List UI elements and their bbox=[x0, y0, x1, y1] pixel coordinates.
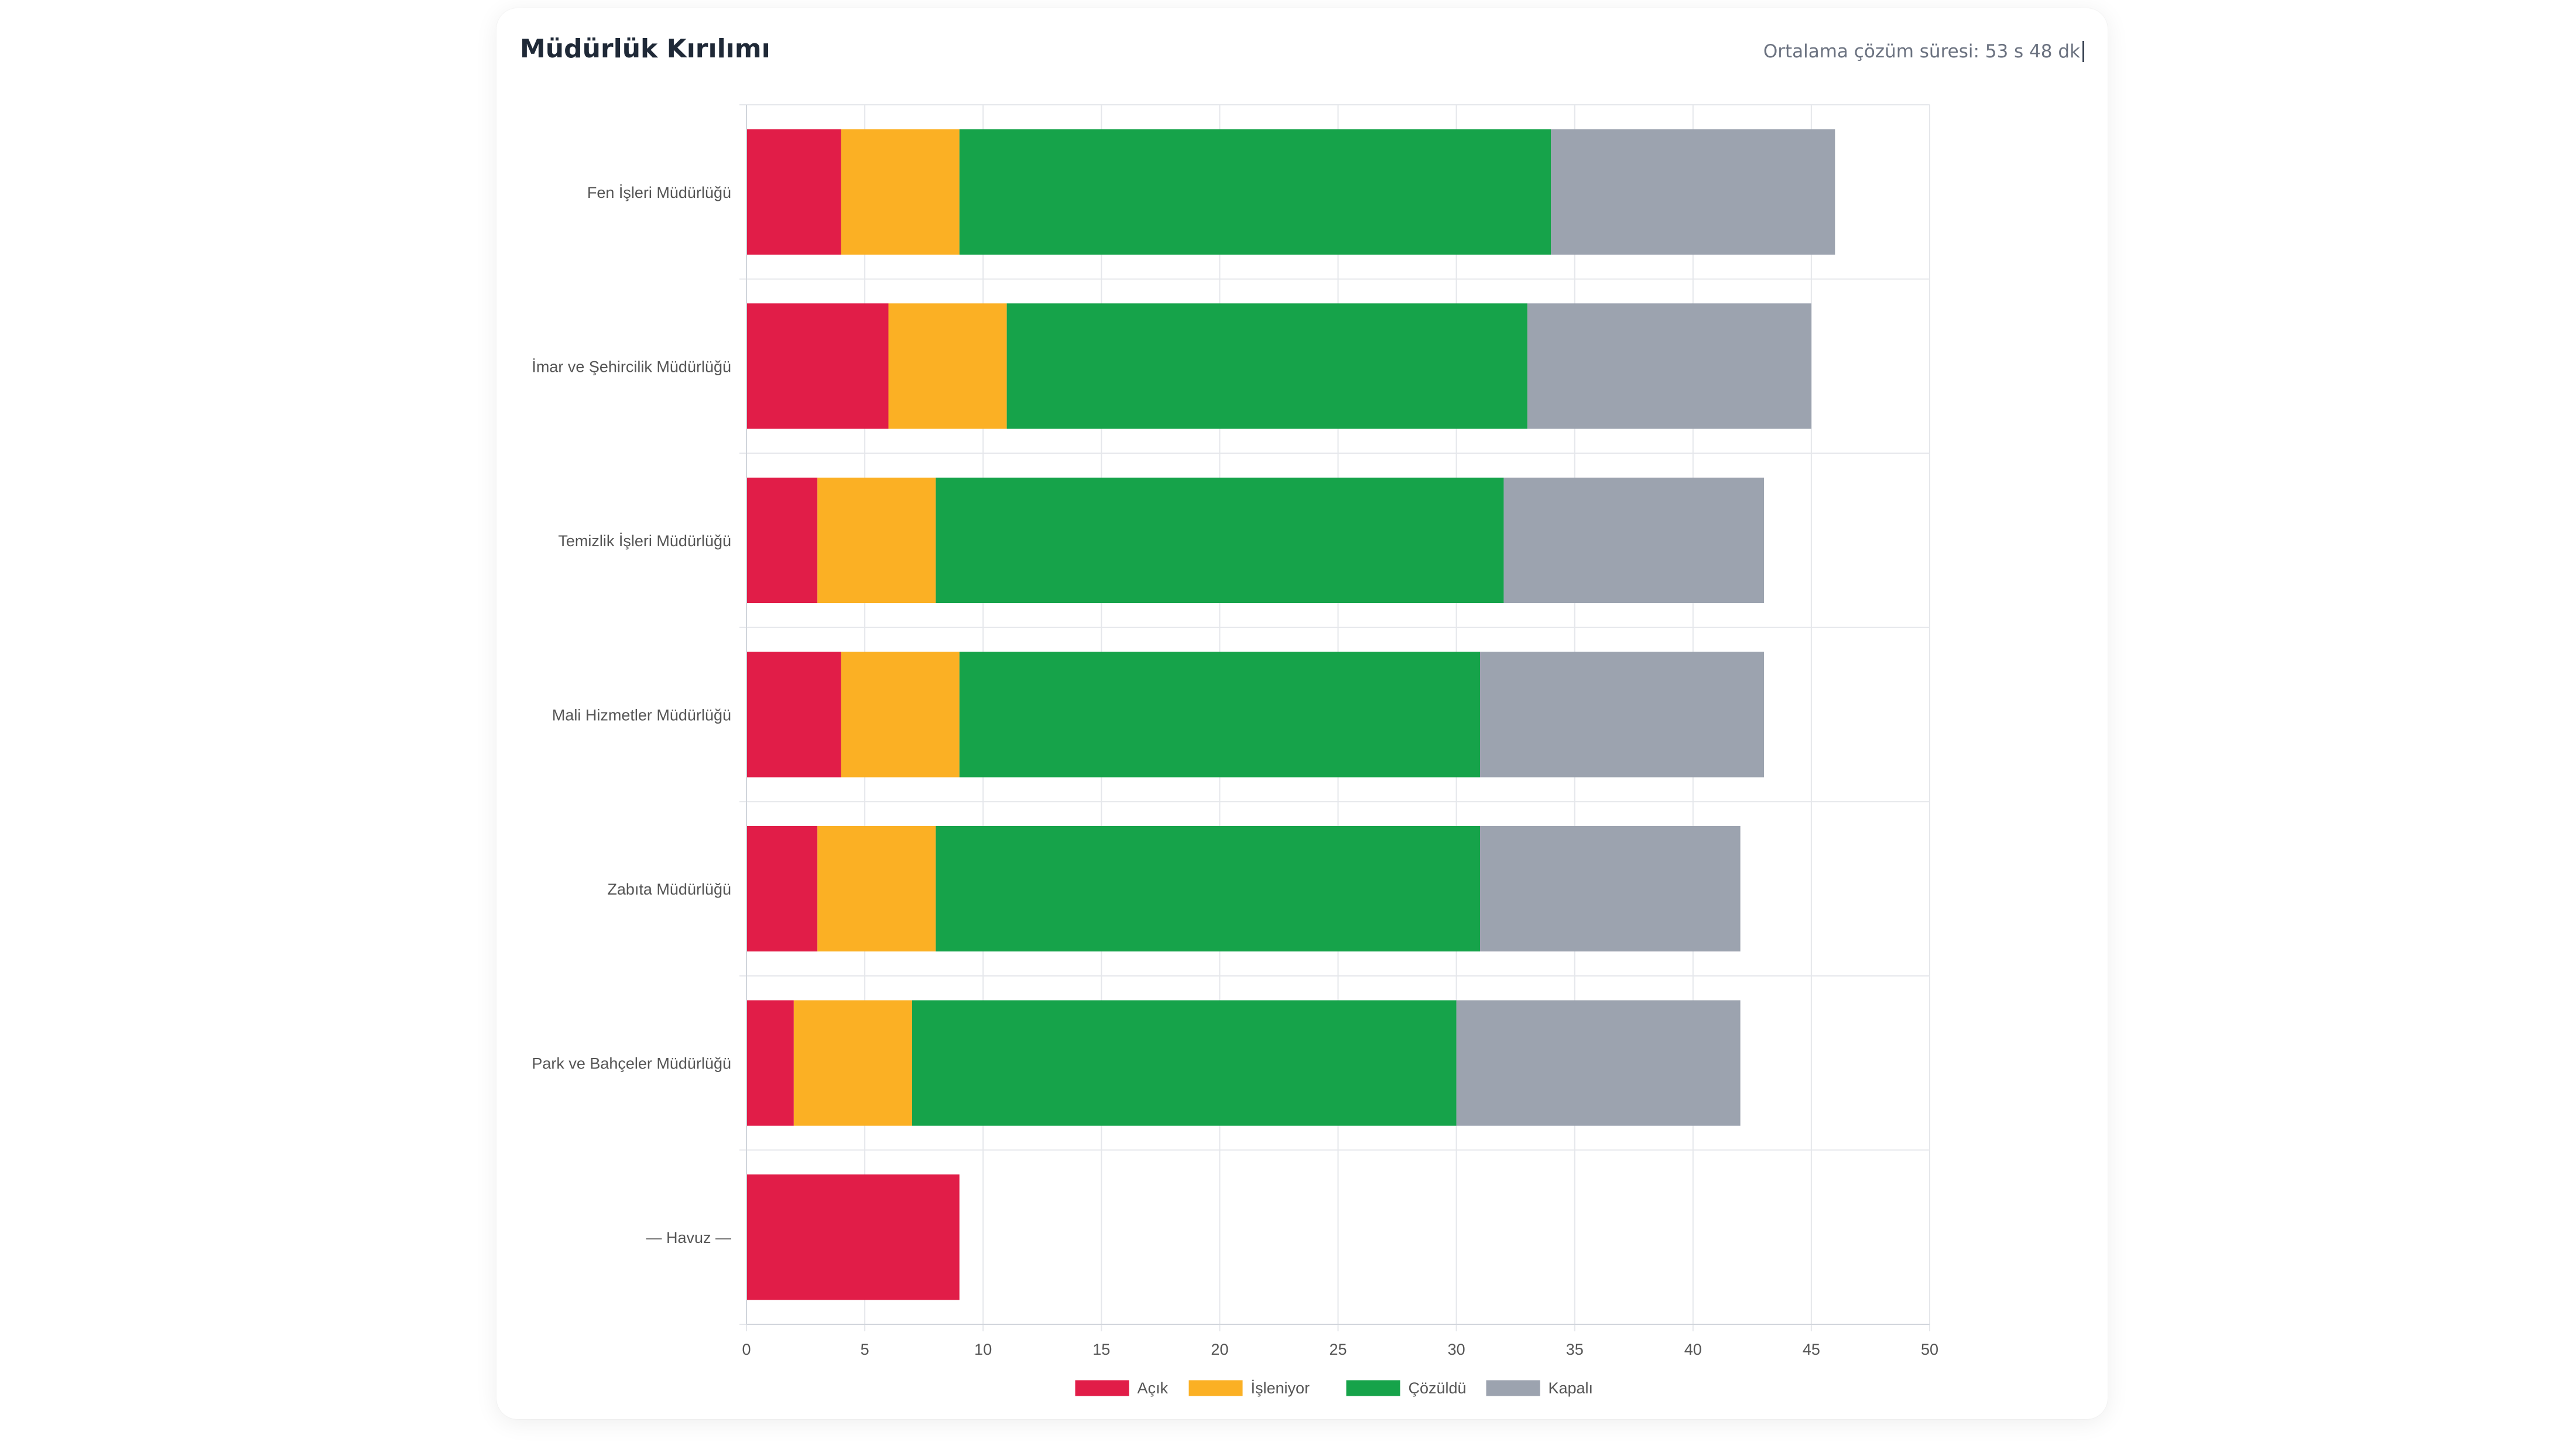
bar-segment bbox=[1480, 825, 1741, 952]
bar-segment bbox=[746, 129, 841, 255]
legend-label: Açık bbox=[1138, 1379, 1169, 1397]
legend-swatch bbox=[1188, 1380, 1243, 1396]
x-tick-label: 25 bbox=[1329, 1341, 1347, 1358]
legend-label: Çözüldü bbox=[1409, 1379, 1467, 1397]
x-tick-label: 50 bbox=[1921, 1341, 1938, 1358]
x-tick-label: 45 bbox=[1803, 1341, 1820, 1358]
bar-segment bbox=[936, 825, 1481, 952]
bar-segment bbox=[746, 825, 818, 952]
y-tick-label: — Havuz — bbox=[646, 1229, 731, 1246]
x-tick-label: 15 bbox=[1092, 1341, 1110, 1358]
bar-segment bbox=[959, 129, 1551, 255]
x-tick-label: 20 bbox=[1211, 1341, 1228, 1358]
legend-swatch bbox=[1346, 1380, 1400, 1396]
legend-swatch bbox=[1486, 1380, 1540, 1396]
legend-label: İşleniyor bbox=[1251, 1379, 1310, 1397]
bar-segment bbox=[817, 477, 936, 604]
legend-label: Kapalı bbox=[1549, 1379, 1594, 1397]
y-tick-label: İmar ve Şehircilik Müdürlüğü bbox=[532, 357, 731, 375]
bar-segment bbox=[912, 1000, 1457, 1126]
bar-segment bbox=[936, 477, 1504, 604]
axes: 0 5 10 15 20 25 30 35 40 45 50 Fen İşleri Müdürlüğü… bbox=[532, 105, 1938, 1358]
bar-segment bbox=[841, 129, 960, 255]
bars bbox=[746, 129, 1835, 1300]
bar-segment bbox=[1456, 1000, 1741, 1126]
bar-segment bbox=[746, 652, 841, 777]
x-tick-label: 10 bbox=[974, 1341, 992, 1358]
bar-segment bbox=[959, 652, 1481, 777]
x-tick-label: 40 bbox=[1684, 1341, 1702, 1358]
x-tick-label: 0 bbox=[742, 1341, 751, 1358]
legend-swatch bbox=[1075, 1380, 1129, 1396]
bar-segment bbox=[1006, 303, 1527, 429]
bar-segment bbox=[746, 303, 889, 429]
bar-segment bbox=[746, 1000, 794, 1126]
bar-segment bbox=[1527, 303, 1811, 429]
directorate-stacked-bar-chart: 0 5 10 15 20 25 30 35 40 45 50 Fen İşleri Müdürlüğü… bbox=[532, 104, 1938, 1397]
bar-segment bbox=[888, 303, 1007, 429]
bar-segment bbox=[1503, 477, 1765, 604]
average-resolution-time: Ortalama çözüm süresi: 53 s 48 dk bbox=[1763, 41, 2084, 62]
y-tick-label: Zabıta Müdürlüğü bbox=[607, 881, 731, 898]
bar-segment bbox=[841, 652, 960, 777]
bar-segment bbox=[746, 1174, 960, 1300]
legend: Açık İşleniyor Çözüldü Kapalı bbox=[1075, 1379, 1594, 1397]
bar-segment bbox=[793, 1000, 912, 1126]
y-tick-label: Fen İşleri Müdürlüğü bbox=[587, 183, 731, 201]
x-tick-label: 30 bbox=[1448, 1341, 1465, 1358]
y-tick-label: Mali Hizmetler Müdürlüğü bbox=[552, 707, 731, 724]
bar-segment bbox=[817, 825, 936, 952]
x-tick-label: 35 bbox=[1566, 1341, 1584, 1358]
y-tick-label: Temizlik İşleri Müdürlüğü bbox=[558, 532, 731, 550]
bar-segment bbox=[1480, 652, 1765, 777]
card-title: Müdürlük Kırılımı bbox=[520, 34, 770, 64]
bar-segment bbox=[746, 477, 818, 604]
y-tick-label: Park ve Bahçeler Müdürlüğü bbox=[532, 1055, 731, 1073]
bar-segment bbox=[1551, 129, 1835, 255]
x-tick-label: 5 bbox=[861, 1341, 869, 1358]
breakdown-card: Müdürlük Kırılımı Ortalama çözüm süresi:… bbox=[496, 8, 2108, 1419]
